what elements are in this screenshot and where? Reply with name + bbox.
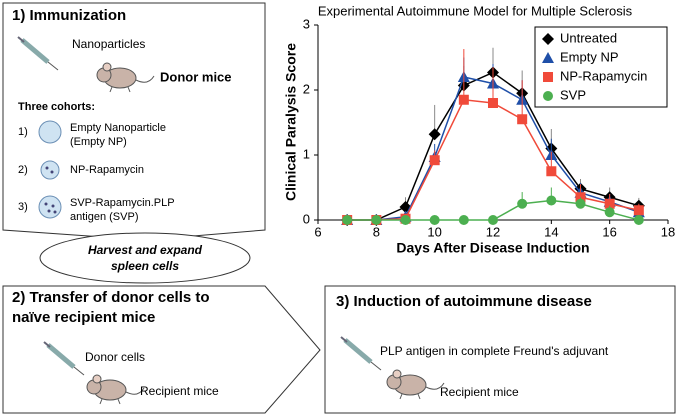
cohort-label: Empty Nanoparticle: [70, 122, 166, 134]
legend-marker: [543, 72, 553, 82]
marker: [488, 215, 498, 225]
legend-marker: [543, 91, 553, 101]
marker: [458, 215, 469, 225]
panel: [324, 285, 676, 414]
panel-title: 1) Immunization: [12, 7, 126, 24]
panel: [2, 285, 321, 414]
cohort-number: 1): [18, 126, 28, 138]
x-tick-label: 14: [544, 224, 558, 239]
y-tick-label: 2: [303, 81, 310, 96]
marker: [604, 207, 615, 218]
label: PLP antigen in complete Freund's adjuvan…: [380, 344, 609, 358]
panel-title: 2) Transfer of donor cells to: [12, 289, 210, 306]
legend-marker: [542, 33, 554, 45]
series-line: [347, 98, 639, 221]
x-tick-label: 18: [661, 224, 675, 239]
cohort-number: 3): [18, 201, 28, 213]
panel-title: 3) Induction of autoimmune disease: [336, 293, 592, 310]
marker: [342, 215, 353, 225]
marker: [517, 114, 528, 125]
y-tick-label: 1: [303, 146, 310, 161]
legend-marker: [542, 52, 554, 63]
marker: [400, 215, 411, 225]
marker: [428, 128, 441, 141]
nanoparticle-icon: [40, 160, 60, 180]
legend-box: [534, 26, 668, 108]
label: Recipient mice: [440, 385, 519, 399]
label: spleen cells: [111, 259, 179, 273]
x-tick-label: 8: [373, 224, 380, 239]
marker: [458, 94, 469, 105]
marker: [429, 215, 440, 225]
marker: [371, 215, 382, 225]
marker: [633, 215, 644, 225]
marker: [575, 198, 586, 209]
x-tick-label: 16: [602, 224, 616, 239]
harvest-step: [39, 232, 251, 284]
legend-label: SVP: [560, 87, 586, 102]
y-tick-label: 3: [303, 16, 310, 31]
cohort-label: SVP-Rapamycin.PLP: [70, 197, 175, 209]
marker: [488, 98, 498, 108]
legend-label: Untreated: [560, 30, 617, 45]
x-axis-label: Days After Disease Induction: [396, 240, 589, 256]
y-axis-label: Clinical Paralysis Score: [283, 43, 299, 201]
legend-label: Empty NP: [560, 49, 619, 64]
x-tick-label: 10: [427, 224, 441, 239]
label: Three cohorts:: [18, 101, 95, 113]
panel-title: naïve recipient mice: [12, 309, 155, 326]
label: Nanoparticles: [72, 37, 145, 51]
y-tick-label: 0: [303, 211, 310, 226]
marker: [633, 205, 644, 216]
panel: [2, 2, 266, 241]
marker: [546, 195, 557, 206]
marker: [546, 166, 557, 177]
cohort-label: (Empty NP): [70, 136, 127, 148]
marker: [604, 198, 615, 209]
x-tick-label: 12: [486, 224, 500, 239]
label: Donor mice: [160, 69, 232, 84]
legend-label: NP-Rapamycin: [560, 68, 647, 83]
label: Recipient mice: [140, 384, 219, 398]
cohort-number: 2): [18, 164, 28, 176]
cohort-label: NP-Rapamycin: [70, 164, 144, 176]
label: Harvest and expand: [88, 243, 203, 257]
nanoparticle-icon: [38, 120, 62, 144]
chart-title: Experimental Autoimmune Model for Multip…: [318, 3, 633, 18]
cohort-label: antigen (SVP): [70, 211, 138, 223]
label: Donor cells: [85, 350, 145, 364]
x-tick-label: 6: [314, 224, 321, 239]
marker: [429, 155, 440, 166]
marker: [517, 198, 528, 209]
nanoparticle-icon: [38, 195, 62, 219]
